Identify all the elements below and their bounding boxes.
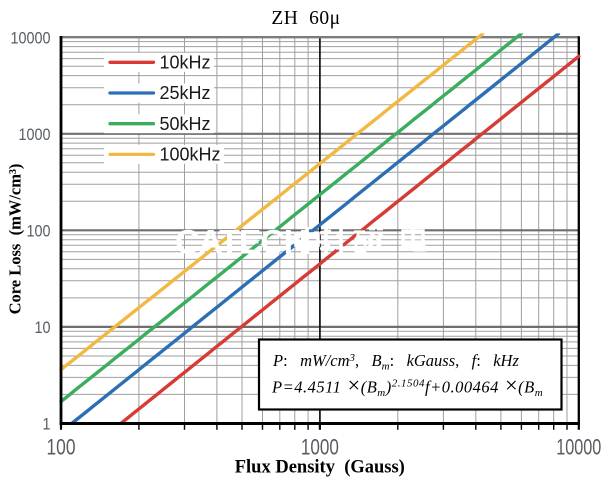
svg-text:ZH 60μ: ZH 60μ bbox=[271, 8, 340, 29]
svg-text:CATECH: CATECH bbox=[175, 224, 307, 262]
svg-text:Flux Density (Gauss): Flux Density (Gauss) bbox=[235, 458, 405, 478]
svg-text:100: 100 bbox=[47, 434, 76, 459]
svg-text:10kHz: 10kHz bbox=[160, 53, 211, 73]
svg-text:P: mW/cm3, Bm: kGauss,: P: mW/cm3, Bm: kGauss, f: kHz bbox=[272, 351, 519, 373]
svg-text:10: 10 bbox=[35, 318, 51, 337]
svg-text:1000: 1000 bbox=[301, 434, 339, 459]
svg-text:100kHz: 100kHz bbox=[160, 145, 221, 165]
svg-text:25kHz: 25kHz bbox=[160, 83, 211, 103]
svg-text:1000: 1000 bbox=[19, 125, 51, 144]
svg-text:Core Loss (mW/cm³): Core Loss (mW/cm³) bbox=[6, 164, 25, 315]
svg-text:10000: 10000 bbox=[556, 434, 601, 459]
svg-text:50kHz: 50kHz bbox=[160, 114, 211, 134]
svg-text:100: 100 bbox=[27, 222, 51, 241]
svg-text:1: 1 bbox=[43, 415, 51, 434]
svg-text:10000: 10000 bbox=[11, 28, 51, 47]
